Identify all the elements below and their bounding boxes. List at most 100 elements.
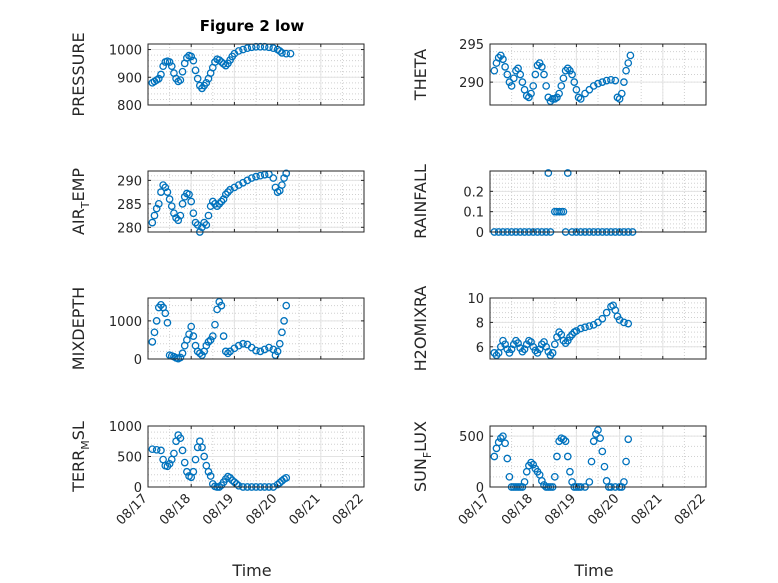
data-point <box>624 435 633 444</box>
data-point <box>559 207 568 216</box>
data-point <box>505 78 514 86</box>
data-point <box>535 59 544 67</box>
data-point <box>265 343 273 352</box>
data-point <box>215 199 224 208</box>
data-point <box>208 197 217 206</box>
data-point <box>165 195 174 204</box>
data-point <box>576 95 585 103</box>
data-point <box>252 172 260 181</box>
data-point <box>622 457 630 466</box>
y-tick-label: 900 <box>117 71 142 86</box>
data-point <box>178 446 187 455</box>
data-point <box>152 204 161 213</box>
data-point <box>537 63 546 71</box>
data-point <box>187 52 196 61</box>
data-point <box>185 190 193 199</box>
data-point <box>501 439 509 448</box>
data-point <box>553 93 561 102</box>
data-point <box>221 61 230 70</box>
data-point <box>273 347 282 356</box>
data-point <box>172 214 180 222</box>
y-axis-label: MIXDEPTH <box>69 287 88 370</box>
data-point <box>178 199 187 208</box>
data-point <box>624 59 633 67</box>
data-point <box>159 62 167 71</box>
y-tick-label: 1000 <box>109 44 142 59</box>
data-point <box>221 347 230 356</box>
data-point <box>189 209 198 218</box>
data-point <box>602 308 611 317</box>
y-tick-label: 0 <box>134 353 142 368</box>
series-sun_flux <box>490 426 633 491</box>
y-tick-label: 280 <box>117 221 142 236</box>
data-point <box>581 323 589 332</box>
data-point <box>540 70 548 79</box>
data-point <box>215 56 224 64</box>
data-point <box>286 49 295 58</box>
data-point <box>559 74 568 83</box>
data-point <box>187 322 196 331</box>
data-point <box>200 218 209 227</box>
data-point <box>527 89 535 98</box>
data-point <box>178 349 187 358</box>
data-point <box>499 432 507 441</box>
series-theta <box>490 51 635 106</box>
data-point <box>589 82 598 90</box>
data-point <box>206 472 215 480</box>
data-point <box>211 199 219 208</box>
data-point <box>215 297 224 306</box>
grid <box>148 426 364 487</box>
data-point <box>278 328 286 337</box>
data-point <box>234 481 243 490</box>
y-tick-label: 10 <box>467 292 484 307</box>
y-tick-label: 1000 <box>109 420 142 435</box>
data-point <box>282 301 291 310</box>
data-point <box>557 82 566 90</box>
data-point <box>496 51 505 60</box>
data-point <box>620 478 628 486</box>
data-point <box>208 332 217 340</box>
axes-box <box>489 170 707 233</box>
data-point <box>570 78 579 86</box>
data-point <box>527 458 535 467</box>
data-point <box>198 223 206 232</box>
data-point <box>198 443 206 452</box>
data-point <box>165 459 174 468</box>
data-point <box>202 341 211 350</box>
grid <box>490 298 706 359</box>
data-point <box>148 337 157 346</box>
data-point <box>589 437 598 446</box>
data-point <box>537 477 546 485</box>
data-point <box>490 66 499 75</box>
subplot-terr_msl: 0 500 1000 08/17 08/18 08/19 08/20 08/21 08/22 TE… <box>69 420 367 528</box>
x-tick-label: 08/17 <box>456 491 493 528</box>
y-axis-label: RAINFALL <box>411 164 430 239</box>
data-point <box>170 449 178 458</box>
data-point <box>503 454 512 463</box>
data-point <box>243 176 252 185</box>
data-point <box>269 174 278 182</box>
data-point <box>217 301 226 310</box>
data-point <box>200 452 209 461</box>
data-point <box>202 78 211 87</box>
data-point <box>533 61 542 70</box>
data-point <box>587 457 596 466</box>
data-point <box>548 95 557 103</box>
data-point <box>150 328 159 337</box>
data-point <box>154 74 163 83</box>
data-point <box>598 78 607 86</box>
axes-box <box>489 43 707 106</box>
data-point <box>219 60 228 68</box>
data-point <box>275 339 284 348</box>
x-tick-label: 08/22 <box>672 491 709 528</box>
data-point <box>154 199 163 208</box>
data-point <box>505 472 514 481</box>
data-point <box>576 324 585 333</box>
data-point <box>260 345 269 354</box>
axes-box <box>489 297 707 360</box>
data-point <box>213 202 221 211</box>
data-point <box>572 85 581 94</box>
y-tick-label: 500 <box>459 430 484 445</box>
data-point <box>624 319 633 328</box>
data-point <box>239 339 247 348</box>
